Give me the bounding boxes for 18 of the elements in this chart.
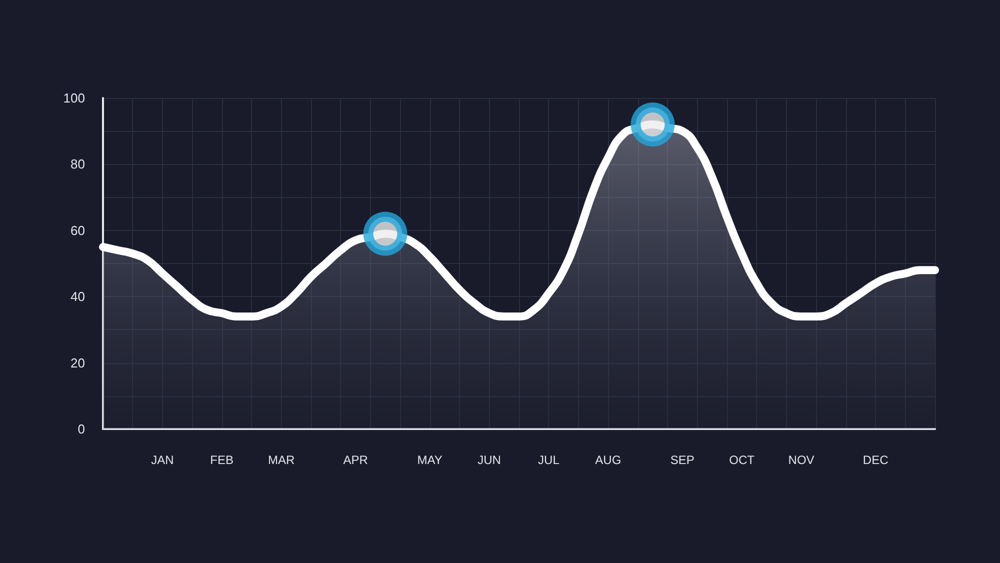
x-tick-label: JUN xyxy=(478,453,501,467)
x-tick-label: NOV xyxy=(788,453,814,467)
x-tick-label: MAY xyxy=(417,453,442,467)
x-tick-label: MAR xyxy=(268,453,295,467)
x-tick-label: OCT xyxy=(729,453,756,467)
y-tick-label: 80 xyxy=(70,156,85,172)
y-tick-label: 40 xyxy=(70,289,85,304)
x-tick-label: JUL xyxy=(538,453,560,467)
x-tick-label: FEB xyxy=(210,453,234,467)
y-tick-label: 100 xyxy=(63,90,85,106)
y-tick-label: 60 xyxy=(70,222,85,238)
x-tick-label: DEC xyxy=(862,453,889,467)
x-tick-label: APR xyxy=(343,453,368,467)
x-tick-label: SEP xyxy=(670,453,694,467)
y-tick-label: 20 xyxy=(70,355,85,370)
y-tick-label: 0 xyxy=(78,422,85,436)
x-tick-label: AUG xyxy=(595,453,622,467)
x-tick-label: JAN xyxy=(151,453,174,467)
